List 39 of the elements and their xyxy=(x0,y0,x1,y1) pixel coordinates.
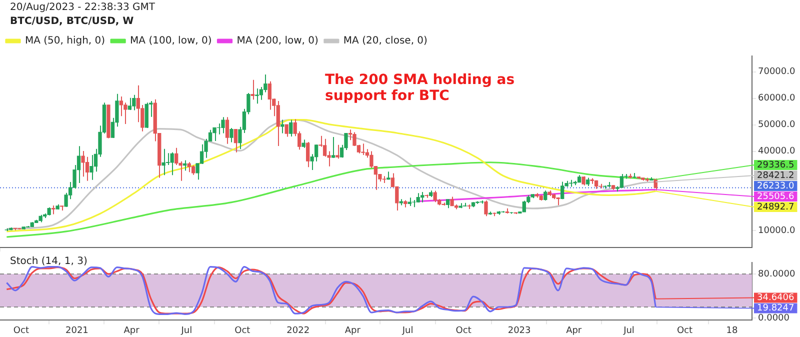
candlestick xyxy=(336,144,340,160)
y-tick-label: 0.0000 xyxy=(758,313,790,324)
annotation: 29336.5 xyxy=(757,160,794,170)
x-tick-label: Oct xyxy=(456,326,472,336)
x-tick-label: 18 xyxy=(726,326,738,336)
x-tick-label: 2023 xyxy=(508,326,531,336)
y-tick-label: 10000.0 xyxy=(758,226,796,236)
x-tick-label: Jul xyxy=(622,326,634,336)
x-tick-label: Jul xyxy=(401,326,414,336)
annotation: 24892.7 xyxy=(757,202,794,212)
chart-title: BTC/USD, BTC/USD, W xyxy=(10,15,135,27)
annotation: 34.6406 xyxy=(757,293,794,304)
x-tick-label: 2022 xyxy=(286,326,310,336)
x-tick-label: Apr xyxy=(566,326,582,336)
annotation: 19.8247 xyxy=(757,304,794,314)
legend-label: MA (100, low, 0) xyxy=(130,36,212,47)
y-tick-label: 70000.0 xyxy=(758,67,796,78)
annotation: 25505.6 xyxy=(757,192,794,202)
annotation: 28421.2 xyxy=(757,170,794,181)
ref-line-label: 26233.0 xyxy=(757,181,794,192)
x-tick-label: Oct xyxy=(13,326,30,336)
chart-title: Stoch (14, 1, 3) xyxy=(10,256,88,267)
y-tick-label: 50000.0 xyxy=(758,120,796,130)
y-tick-label: 80.0000 xyxy=(758,269,796,280)
x-tick-label: Apr xyxy=(124,326,140,336)
x-tick-label: Oct xyxy=(676,326,693,336)
y-tick-label: 60000.0 xyxy=(758,94,796,104)
legend-label: MA (20, close, 0) xyxy=(343,36,428,47)
candlestick xyxy=(361,143,365,156)
candlestick xyxy=(641,177,645,182)
legend-label: MA (200, low, 0) xyxy=(236,36,319,47)
annotation: The 200 SMA holding as support for BTC xyxy=(325,72,516,104)
x-tick-label: Jul xyxy=(180,326,192,336)
x-tick-label: 2021 xyxy=(66,326,88,336)
text: 20/Aug/2023 - 22:38:33 GMT xyxy=(10,1,156,13)
x-tick-label: Apr xyxy=(344,326,361,336)
x-tick-label: Oct xyxy=(234,326,251,336)
legend-label: MA (50, high, 0) xyxy=(25,36,106,47)
y-tick-label: 40000.0 xyxy=(758,146,796,157)
